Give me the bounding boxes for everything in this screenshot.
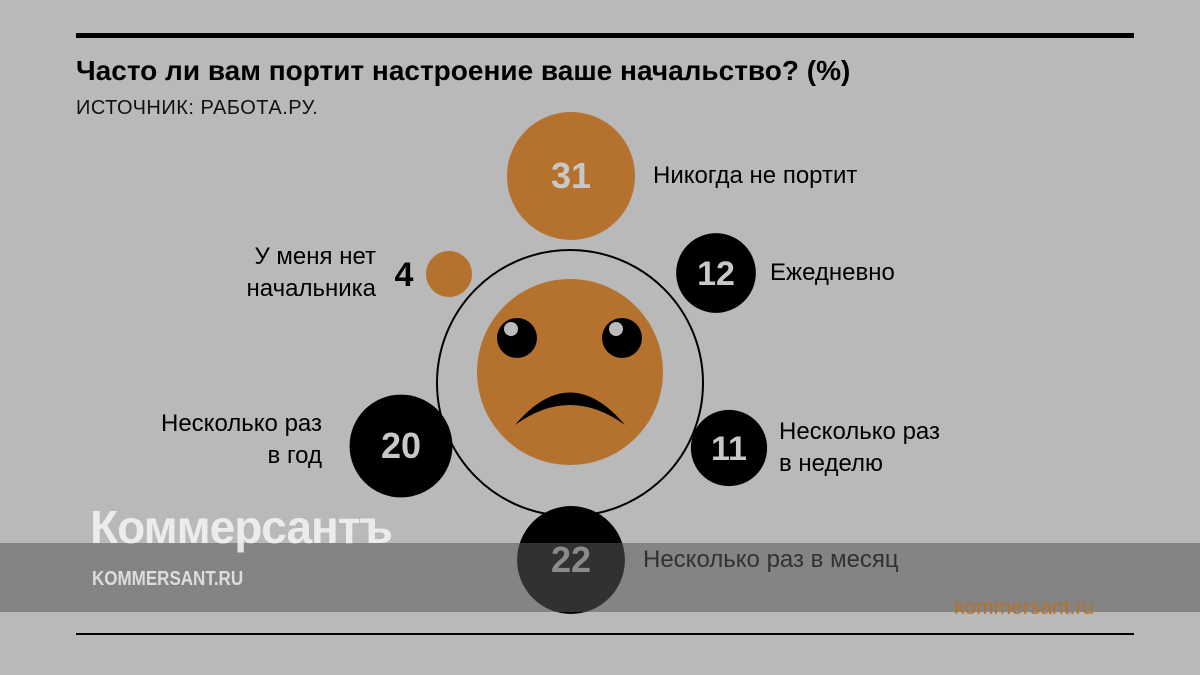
bubble-label: У меня нет начальника — [246, 243, 376, 302]
bubble-5 — [426, 251, 472, 297]
bubble-2 — [690, 409, 768, 487]
watermark-logo: Коммерсантъ — [90, 501, 393, 553]
chart-title: Часто ли вам портит настроение ваше нача… — [76, 55, 851, 86]
bottom-rule — [76, 633, 1134, 635]
bubble-label: Никогда не портит — [653, 162, 858, 189]
watermark-band — [0, 543, 1200, 612]
bubble-value: 31 — [551, 155, 591, 196]
chart-source: ИСТОЧНИК: РАБОТА.РУ. — [76, 97, 319, 119]
bubble-value: 12 — [697, 255, 735, 293]
top-rule — [76, 33, 1134, 38]
bubble-1 — [676, 233, 756, 313]
bubble-label: Ежедневно — [770, 259, 895, 286]
bubble-value: 4 — [395, 256, 414, 294]
watermark-url: KOMMERSANT.RU — [92, 568, 244, 590]
bubble-4 — [349, 394, 453, 498]
bubble-label: Несколько раз в неделю — [779, 418, 940, 477]
bubble-0 — [506, 111, 636, 241]
site-link[interactable]: kommersant.ru — [954, 596, 1095, 619]
bubble-value: 11 — [711, 430, 747, 468]
bubble-value: 20 — [381, 425, 421, 466]
bubble-label: Несколько раз в год — [161, 410, 322, 469]
sad-face-icon — [477, 279, 663, 465]
